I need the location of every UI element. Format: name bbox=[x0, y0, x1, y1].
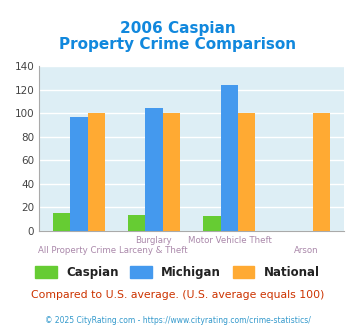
Bar bbox=[128, 214, 146, 231]
Bar bbox=[203, 216, 221, 231]
Bar bbox=[88, 113, 105, 231]
Text: All Property Crime: All Property Crime bbox=[38, 246, 116, 255]
Text: Property Crime Comparison: Property Crime Comparison bbox=[59, 37, 296, 52]
Text: Compared to U.S. average. (U.S. average equals 100): Compared to U.S. average. (U.S. average … bbox=[31, 290, 324, 300]
Legend: Caspian, Michigan, National: Caspian, Michigan, National bbox=[31, 262, 324, 284]
Bar bbox=[221, 85, 238, 231]
Bar bbox=[313, 113, 331, 231]
Text: Burglary: Burglary bbox=[135, 236, 172, 245]
Text: 2006 Caspian: 2006 Caspian bbox=[120, 20, 235, 36]
Bar bbox=[238, 113, 255, 231]
Bar bbox=[70, 117, 88, 231]
Text: © 2025 CityRating.com - https://www.cityrating.com/crime-statistics/: © 2025 CityRating.com - https://www.city… bbox=[45, 315, 310, 325]
Text: Arson: Arson bbox=[294, 246, 318, 255]
Text: Motor Vehicle Theft: Motor Vehicle Theft bbox=[188, 236, 272, 245]
Bar bbox=[53, 213, 70, 231]
Bar bbox=[146, 109, 163, 231]
Text: Larceny & Theft: Larceny & Theft bbox=[119, 246, 188, 255]
Bar bbox=[163, 113, 180, 231]
